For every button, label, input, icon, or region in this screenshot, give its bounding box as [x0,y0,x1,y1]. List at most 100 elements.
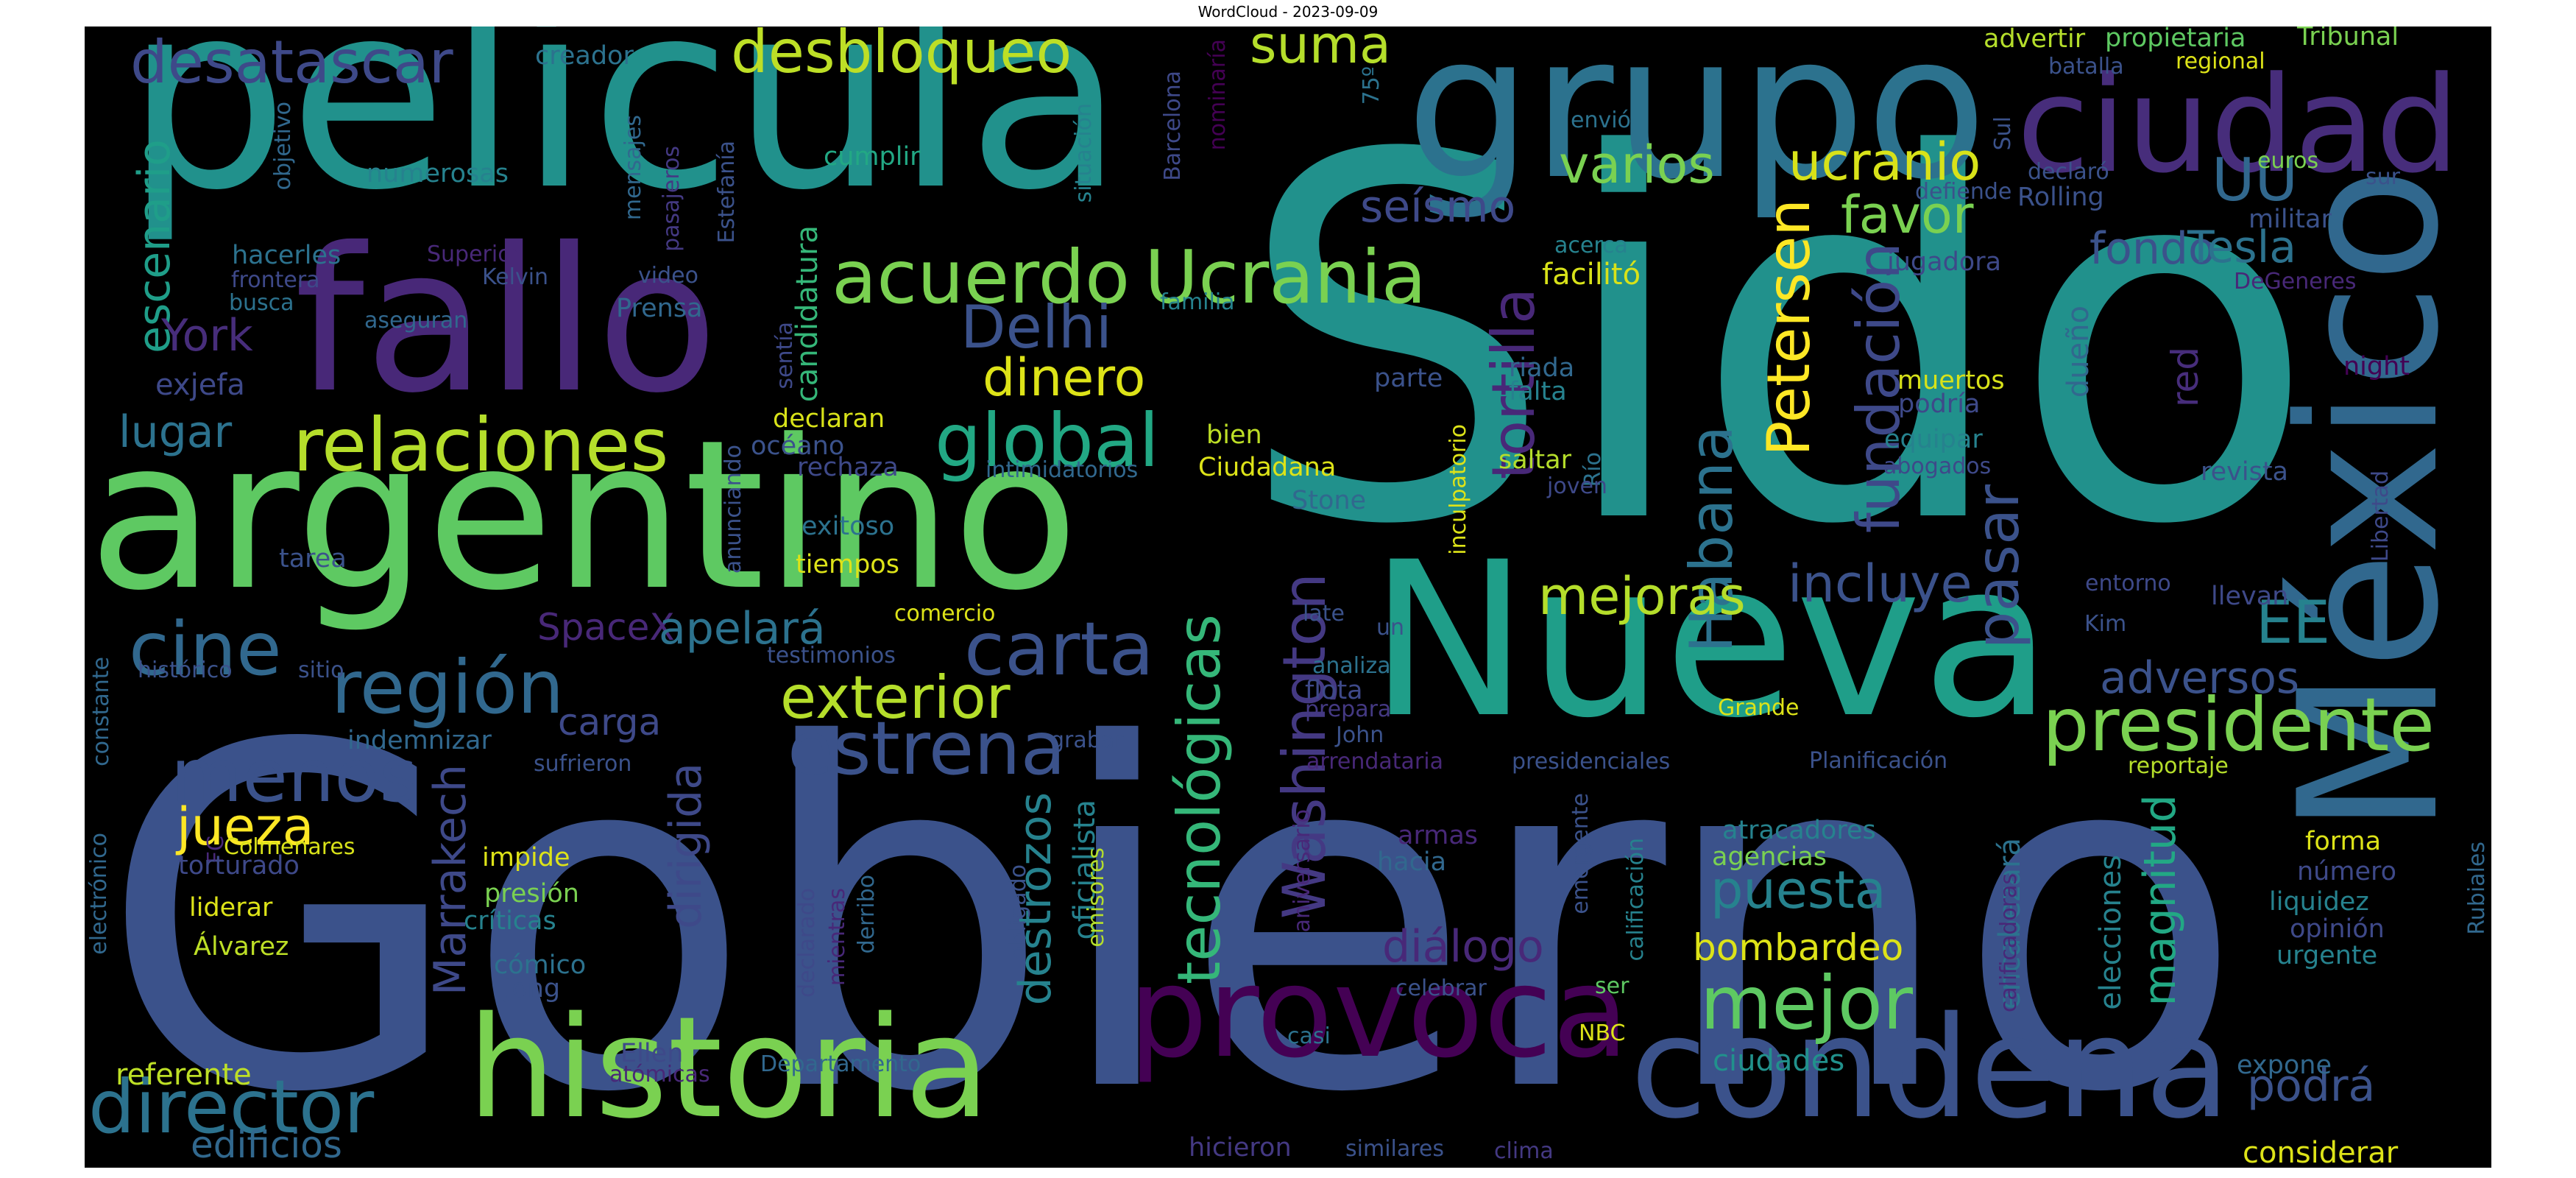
word-marrakech: Marrakech [425,764,476,996]
word-dirigida: dirigida [660,763,712,929]
word-global: global [935,398,1159,484]
word-revista: revista [2201,457,2288,487]
word-llevan: llevan [2211,582,2289,611]
word-historia: historia [467,987,991,1149]
word-cine: cine [129,606,282,692]
word-rubiales: Rubiales [2464,842,2490,935]
word-late: late [1303,601,1345,627]
word-menos: menos [171,733,418,819]
word-sufrieron: sufrieron [534,751,632,777]
word-ee: EE [2256,588,2331,657]
word-sido: Sido [1236,52,2318,634]
word-impide: impide [482,843,570,872]
word-favor: favor [1841,185,1974,245]
word-ciudad: ciudad [2017,49,2460,202]
word-elecciones: elecciones [2094,855,2128,1010]
word-dueno: dueño [2062,306,2095,398]
word-arrendataria: arrendataria [1306,749,1443,775]
word-inculpatorio: inculpatorio [1446,424,1471,555]
word-pasar: pasar [1964,484,2032,649]
word-mensajes: mensajes [620,115,646,221]
word-situacion: situación [1071,103,1097,203]
word-stone: Stone [1292,486,1367,515]
word-john: John [1336,722,1384,748]
word-sitio: sitio [298,657,344,683]
word-provoca: provoca [1128,940,1630,1086]
word-varios: varios [1559,135,1715,195]
word-argentino: argentino [88,396,1079,636]
word-nominaria: nominaría [1205,39,1231,151]
word-video: video [638,263,698,289]
word-busca: busca [229,290,294,316]
word-75: 75º [1359,66,1384,105]
word-fallo: fallo [294,205,718,437]
word-envio: envió [1571,107,1631,133]
word-propietaria: propietaria [2105,27,2246,53]
word-creador: creador [535,41,634,71]
word-declaro: declaró [2028,159,2109,185]
word-sur: sur [2366,164,2400,190]
word-falta: falta [1509,377,1567,406]
word-abogados: abogados [1883,454,1992,479]
word-calificadoras: calificadoras [1996,873,2022,1013]
word-incluye: incluye [1788,554,1972,614]
word-desatascar: desatascar [130,28,453,96]
word-atracadores: atracadores [1722,816,1876,845]
word-exterior: exterior [780,663,1011,732]
word-red: red [2164,347,2207,407]
word-considerar: considerar [2243,1136,2399,1168]
word-exjefa: exjefa [155,368,245,402]
word-mientras: mientras [824,888,850,987]
word-estrena: estrena [788,705,1066,791]
word-obligado: obligado [1005,864,1031,959]
word-declaran: declaran [773,404,885,434]
word-derribo: derribo [854,875,880,954]
word-night: night [2343,352,2410,381]
word-agencias: agencias [1712,842,1827,872]
word-rolling: Rolling [2017,183,2104,212]
word-bombardeo: bombardeo [1693,926,1904,969]
word-advertir: advertir [1984,27,2086,54]
word-rechaza: rechaza [797,453,899,482]
word-jugadora: jugadora [1887,247,2002,277]
word-prensa: Prensa [616,294,703,323]
word-kelvin: Kelvin [482,264,549,290]
word-carta: carta [964,606,1154,692]
word-testimonios: testimonios [767,643,896,669]
word-exitoso: exitoso [802,512,895,541]
word-numerosas: numerosas [367,159,509,188]
word-comercio: comercio [894,601,996,627]
word-ciudadana: Ciudadana [1198,453,1337,482]
word-criticas: críticas [464,906,556,936]
word-similares: similares [1345,1136,1445,1162]
word-edificios: edificios [191,1124,342,1166]
word-constante: constante [88,657,114,766]
word-dialogo: diálogo [1382,921,1544,973]
word-militar: militar [2248,205,2332,234]
word-condena: condena [1630,987,2231,1149]
word-casi: casi [1287,1023,1331,1049]
word-aseguran: aseguran [364,308,468,334]
word-flota: flota [1305,676,1363,705]
word-atomicas: atómicas [609,1062,710,1087]
word-gobierno: Gobierno [99,646,2245,1168]
word-spacex: SpaceX [537,606,675,649]
word-urgente: urgente [2276,941,2378,970]
word-saltar: saltar [1498,445,1571,475]
word-grupo: grupo [1406,27,1988,223]
word-electronico: electrónico [86,833,112,955]
word-tesla: Tesla [2187,222,2297,273]
word-york: York [161,310,253,361]
word-ucranio: ucranio [1788,132,1981,192]
word-liderar: liderar [189,893,273,923]
word-pasajeros: pasajeros [659,146,684,252]
word-emergente: emergente [1568,793,1593,914]
word-entorno: entorno [2085,571,2171,596]
word-acuerdo: acuerdo [832,234,1130,320]
word-reportaje: reportaje [2128,753,2229,779]
word-pelicula: película [125,27,1125,247]
word-relaciones: relaciones [293,402,669,488]
word-analiza: analiza [1312,653,1391,679]
word-jueza: jueza [177,797,314,857]
word-muertos: muertos [1897,366,2005,395]
